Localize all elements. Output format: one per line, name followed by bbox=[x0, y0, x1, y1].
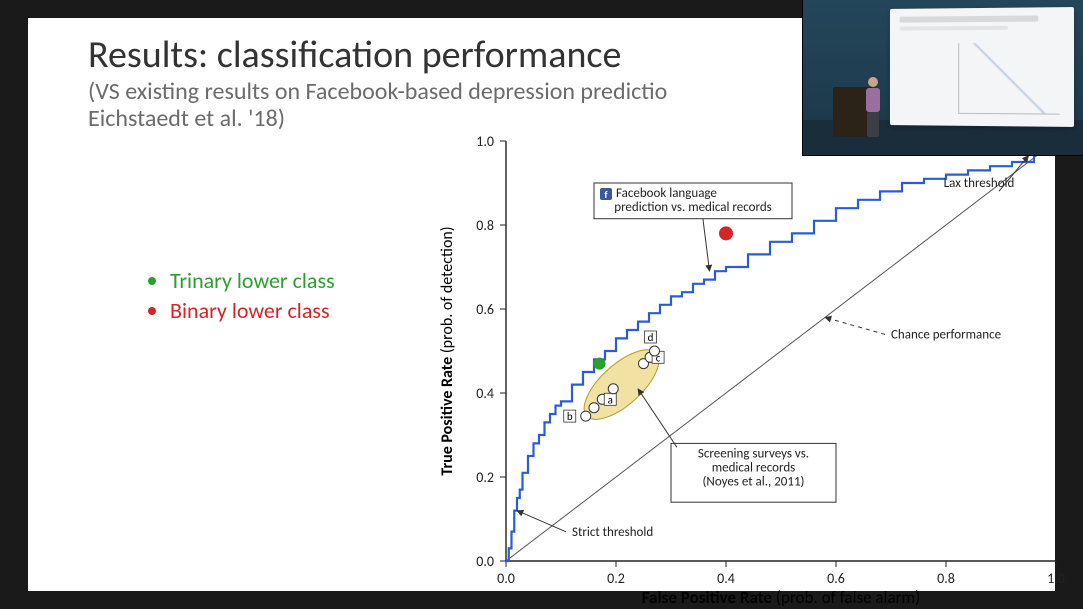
svg-text:(Noyes et al., 2011): (Noyes et al., 2011) bbox=[702, 474, 804, 489]
svg-text:d: d bbox=[648, 331, 654, 344]
svg-text:Screening surveys vs.: Screening surveys vs. bbox=[698, 446, 809, 461]
legend-item: Binary lower class bbox=[148, 296, 335, 326]
legend-item: Trinary lower class bbox=[148, 266, 335, 296]
svg-text:Chance performance: Chance performance bbox=[891, 327, 1001, 342]
speaker-video-thumbnail bbox=[802, 0, 1083, 156]
legend-label: Trinary lower class bbox=[170, 266, 335, 296]
svg-text:0.8: 0.8 bbox=[476, 217, 494, 234]
svg-text:0.4: 0.4 bbox=[476, 385, 494, 402]
subtitle-line2: Eichstaedt et al. '18) bbox=[88, 104, 285, 133]
subtitle-line1: (VS existing results on Facebook-based d… bbox=[88, 77, 667, 106]
svg-text:1.0: 1.0 bbox=[476, 133, 494, 150]
svg-text:Strict threshold: Strict threshold bbox=[572, 525, 653, 540]
svg-text:prediction vs. medical records: prediction vs. medical records bbox=[614, 200, 772, 215]
svg-text:0.6: 0.6 bbox=[476, 301, 494, 318]
svg-text:0.2: 0.2 bbox=[476, 469, 494, 486]
svg-text:False Positive Rate (prob. of: False Positive Rate (prob. of false alar… bbox=[642, 587, 921, 608]
legend-label: Binary lower class bbox=[170, 296, 330, 326]
svg-text:Lax threshold: Lax threshold bbox=[944, 176, 1015, 191]
legend: Trinary lower classBinary lower class bbox=[148, 266, 335, 325]
svg-text:b: b bbox=[567, 410, 573, 423]
pip-projection-screen bbox=[890, 7, 1074, 127]
svg-text:0.6: 0.6 bbox=[827, 570, 845, 587]
svg-text:a: a bbox=[608, 393, 613, 406]
svg-text:0.4: 0.4 bbox=[717, 570, 735, 587]
svg-text:0.0: 0.0 bbox=[476, 553, 494, 570]
legend-dot bbox=[148, 277, 156, 285]
svg-text:1.0: 1.0 bbox=[1047, 570, 1065, 587]
legend-dot bbox=[148, 307, 156, 315]
roc-chart: 0.00.0 0.2 0.2 0.4 0.4 0.6 0.6 0.8 0.8 1.0 1.0 Fals… bbox=[428, 133, 1068, 609]
svg-text:True Positive Rate (prob. of d: True Positive Rate (prob. of detection) bbox=[438, 226, 457, 475]
content-area: Trinary lower classBinary lower class 0.… bbox=[88, 168, 1035, 581]
svg-text:0.0: 0.0 bbox=[497, 570, 515, 587]
svg-text:Facebook language: Facebook language bbox=[616, 186, 717, 201]
svg-text:0.8: 0.8 bbox=[937, 570, 955, 587]
svg-text:medical records: medical records bbox=[712, 460, 796, 475]
pip-speaker bbox=[863, 77, 883, 137]
svg-text:0.2: 0.2 bbox=[607, 570, 625, 587]
stage: Results: classification performance (VS … bbox=[0, 0, 1083, 609]
